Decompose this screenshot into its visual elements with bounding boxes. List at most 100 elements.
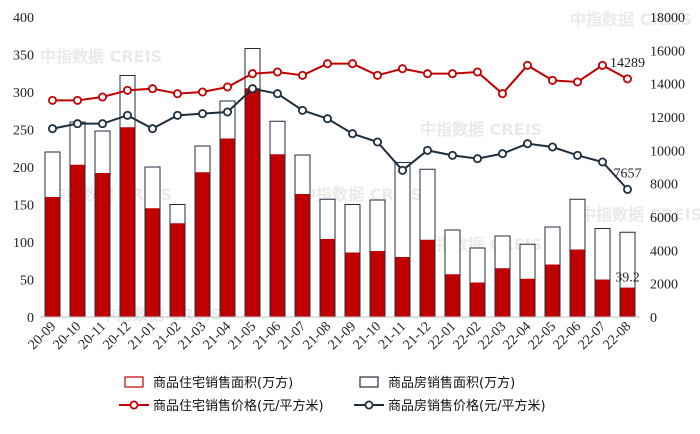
point-commercial-price: [548, 142, 558, 152]
x-axis-tick-label: 21-07: [276, 319, 310, 353]
legend-label: 商品房销售价格(元/平方米): [388, 398, 546, 414]
x-axis-tick-label: 21-01: [126, 319, 160, 353]
point-residential-price: [472, 67, 482, 77]
point-residential-price: [48, 95, 58, 105]
right-axis-tick-label: 0: [650, 311, 657, 326]
left-axis-tick-label: 200: [13, 161, 34, 176]
bar-residential-area: [420, 239, 435, 317]
x-axis-tick-label: 20-12: [101, 319, 135, 353]
x-axis-tick-label: 22-06: [551, 319, 585, 353]
point-residential-price: [98, 92, 108, 102]
point-commercial-price: [247, 84, 257, 94]
point-residential-price: [497, 89, 507, 99]
point-residential-price: [197, 87, 207, 97]
x-axis-tick-label: 22-04: [501, 319, 535, 353]
right-axis-tick-label: 14000: [650, 78, 685, 93]
point-residential-price: [548, 75, 558, 85]
point-residential-price: [523, 60, 533, 70]
point-commercial-price: [272, 89, 282, 99]
x-axis-tick-label: 20-11: [76, 319, 109, 352]
x-axis-tick-label: 22-08: [601, 319, 635, 353]
left-axis-tick-label: 100: [13, 236, 34, 251]
right-axis-tick-label: 4000: [650, 244, 678, 259]
bar-residential-area: [595, 279, 610, 317]
x-axis-tick-label: 22-05: [526, 319, 560, 353]
right-axis-tick-label: 6000: [650, 211, 678, 226]
point-commercial-price: [73, 119, 83, 129]
x-axis-tick-label: 22-01: [426, 319, 460, 353]
point-residential-price: [123, 85, 133, 95]
bar-residential-area: [45, 197, 60, 317]
point-commercial-price: [472, 154, 482, 164]
legend-label: 商品住宅销售面积(万方): [153, 375, 293, 391]
bar-residential-area: [495, 268, 510, 317]
x-axis-tick-label: 22-07: [576, 319, 610, 353]
bar-residential-area: [520, 278, 535, 317]
bar-residential-area: [470, 282, 485, 317]
bar-residential-area: [195, 172, 210, 317]
legend-marker: [129, 400, 139, 410]
point-commercial-price: [222, 107, 232, 117]
left-axis-tick-label: 400: [13, 11, 34, 26]
point-residential-price: [322, 59, 332, 69]
point-commercial-price: [422, 145, 432, 155]
bar-residential-area: [220, 138, 235, 317]
x-axis-tick-label: 21-05: [226, 319, 260, 353]
x-axis-tick-label: 21-10: [351, 319, 385, 353]
point-residential-price: [573, 77, 583, 87]
point-commercial-price: [98, 119, 108, 129]
x-axis-tick-label: 22-02: [451, 319, 485, 353]
point-commercial-price: [372, 137, 382, 147]
right-axis-tick-label: 18000: [650, 11, 685, 26]
right-axis-tick-label: 8000: [650, 178, 678, 193]
legend-label: 商品房销售面积(万方): [388, 375, 515, 391]
point-commercial-price: [523, 139, 533, 149]
bar-residential-area: [295, 194, 310, 317]
bar-residential-area: [145, 208, 160, 317]
line-commercial-price: [52, 87, 629, 191]
right-axis-tick-label: 16000: [650, 44, 685, 59]
bar-residential-area: [70, 164, 85, 317]
x-axis-tick-label: 21-12: [401, 319, 435, 353]
bar-residential-area: [345, 252, 360, 317]
legend-swatch: [124, 376, 144, 388]
point-residential-price: [347, 59, 357, 69]
legend: 商品住宅销售面积(万方) 商品房销售面积(万方) 商品住宅销售价格(元/平方米) 商品…: [119, 375, 546, 414]
x-axis-tick-label: 22-03: [476, 319, 510, 353]
left-axis-tick-label: 250: [13, 124, 34, 139]
point-residential-price: [623, 74, 633, 84]
data-label: 39.2: [615, 271, 640, 286]
bar-residential-area: [395, 257, 410, 317]
data-label-layer: 14289 7657 39.2: [610, 56, 645, 286]
bar-residential-area: [620, 287, 635, 317]
point-commercial-price: [397, 165, 407, 175]
point-residential-price: [172, 89, 182, 99]
x-axis-tick-label: 21-11: [376, 319, 409, 352]
point-commercial-price: [147, 124, 157, 134]
point-commercial-price: [123, 110, 133, 120]
point-commercial-price: [197, 109, 207, 119]
bar-residential-area: [270, 154, 285, 317]
x-axis-tick-label: 21-04: [201, 319, 235, 353]
point-commercial-price: [297, 105, 307, 115]
point-residential-price: [272, 67, 282, 77]
left-axis-tick-label: 150: [13, 199, 34, 214]
point-commercial-price: [497, 149, 507, 159]
point-commercial-price: [322, 114, 332, 124]
bar-residential-area: [245, 88, 260, 317]
point-residential-price: [422, 69, 432, 79]
bar-residential-area: [545, 264, 560, 317]
data-label: 14289: [610, 56, 645, 71]
watermark-text: 中指数据 CREIS: [40, 47, 162, 66]
x-axis-tick-label: 21-03: [176, 319, 210, 353]
point-residential-price: [397, 64, 407, 74]
right-axis-tick-label: 2000: [650, 278, 678, 293]
point-residential-price: [297, 70, 307, 80]
right-axis-tick-label: 10000: [650, 144, 685, 159]
legend-swatch: [359, 376, 379, 388]
bar-residential-area: [570, 249, 585, 317]
bar-residential-area: [320, 239, 335, 317]
x-axis-tick-label: 21-06: [251, 319, 285, 353]
